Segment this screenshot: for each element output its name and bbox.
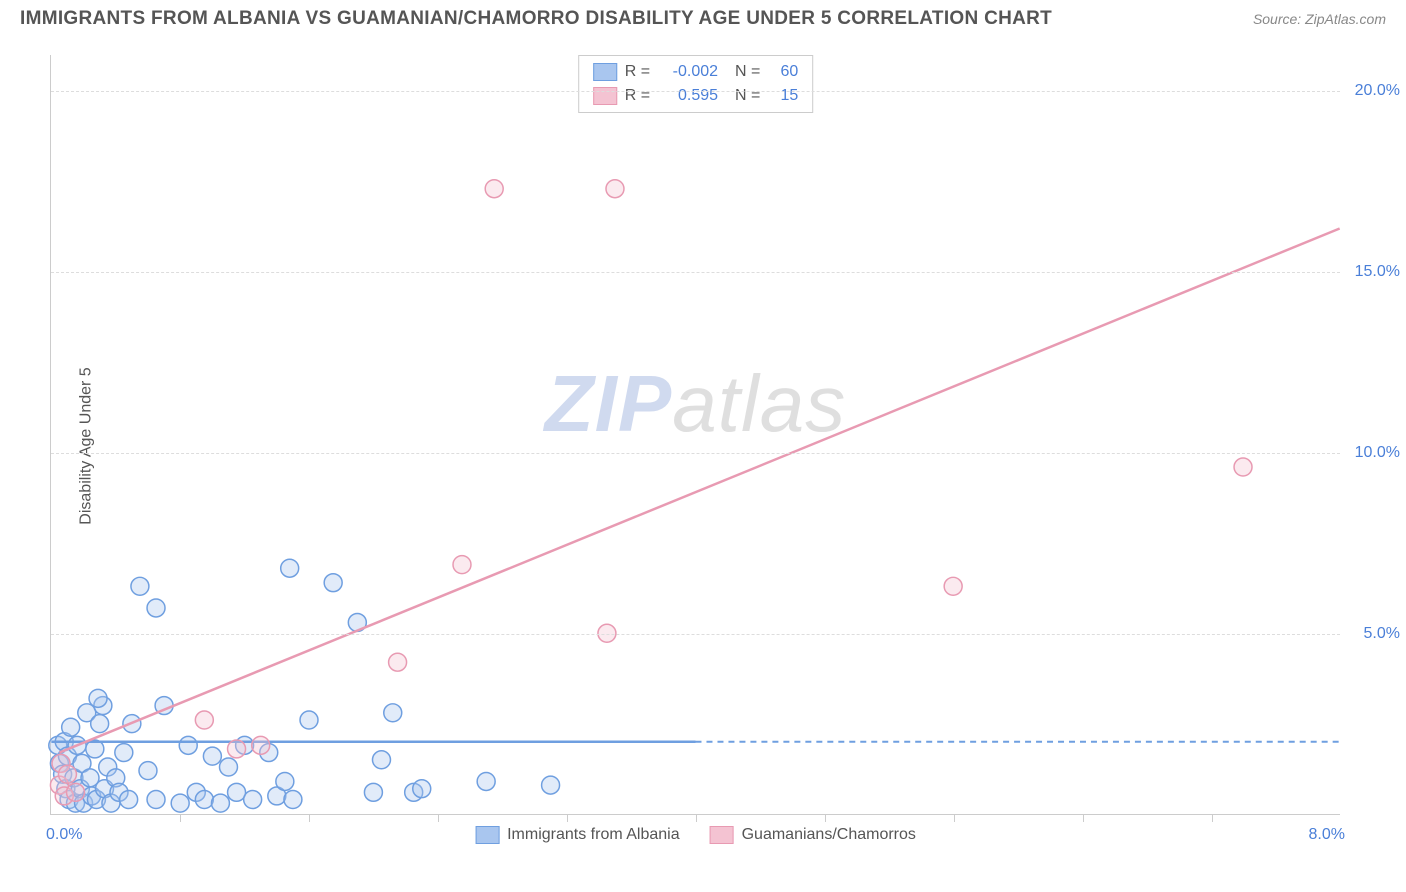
legend-n-label: N = [726,60,760,84]
x-tick [696,814,697,822]
x-tick [1212,814,1213,822]
data-point [453,556,471,574]
series-name-1: Immigrants from Albania [507,826,680,844]
legend-swatch-series1 [593,63,617,81]
data-point [944,577,962,595]
data-point [413,780,431,798]
data-point [384,704,402,722]
series-swatch-2 [710,826,734,844]
legend-row-series1: R = -0.002 N = 60 [593,60,799,84]
x-tick [309,814,310,822]
x-tick [1083,814,1084,822]
data-point [89,689,107,707]
data-point [324,574,342,592]
data-point [606,180,624,198]
data-point [195,791,213,809]
legend-r-label: R = [625,60,650,84]
legend-r-label-2: R = [625,84,650,108]
legend-r-value-1: -0.002 [658,60,718,84]
legend-swatch-series2 [593,87,617,105]
gridline [51,272,1340,273]
gridline [51,91,1340,92]
series-legend-item-2: Guamanians/Chamorros [710,826,916,844]
data-point [542,776,560,794]
data-point [115,744,133,762]
data-point [179,736,197,754]
x-tick [954,814,955,822]
chart-plot-area: ZIPatlas R = -0.002 N = 60 R = 0.595 N =… [50,55,1340,815]
trend-line [59,228,1339,752]
data-point [147,791,165,809]
data-point [1234,458,1252,476]
gridline [51,634,1340,635]
chart-svg [51,55,1340,814]
data-point [281,559,299,577]
legend-n-value-1: 60 [768,60,798,84]
data-point [139,762,157,780]
data-point [203,747,221,765]
legend-row-series2: R = 0.595 N = 15 [593,84,799,108]
data-point [244,791,262,809]
data-point [364,783,382,801]
data-point [58,765,76,783]
data-point [228,783,246,801]
data-point [252,736,270,754]
data-point [485,180,503,198]
gridline [51,453,1340,454]
x-axis-max-label: 8.0% [1309,826,1345,844]
data-point [147,599,165,617]
x-axis-min-label: 0.0% [46,826,82,844]
data-point [195,711,213,729]
data-point [477,772,495,790]
data-point [67,783,85,801]
x-tick [825,814,826,822]
data-point [211,794,229,812]
y-tick-label: 15.0% [1355,263,1400,281]
x-tick [180,814,181,822]
data-point [276,772,294,790]
x-tick [438,814,439,822]
data-point [300,711,318,729]
y-tick-label: 20.0% [1355,82,1400,100]
source-attribution: Source: ZipAtlas.com [1253,11,1386,27]
title-bar: IMMIGRANTS FROM ALBANIA VS GUAMANIAN/CHA… [0,0,1406,34]
data-point [120,791,138,809]
y-tick-label: 5.0% [1364,625,1400,643]
series-legend-item-1: Immigrants from Albania [475,826,680,844]
chart-title: IMMIGRANTS FROM ALBANIA VS GUAMANIAN/CHA… [20,8,1052,30]
legend-n-value-2: 15 [768,84,798,108]
data-point [228,740,246,758]
y-tick-label: 10.0% [1355,444,1400,462]
data-point [91,715,109,733]
legend-r-value-2: 0.595 [658,84,718,108]
data-point [220,758,238,776]
data-point [284,791,302,809]
series-legend: Immigrants from Albania Guamanians/Chamo… [475,826,916,844]
series-swatch-1 [475,826,499,844]
correlation-legend: R = -0.002 N = 60 R = 0.595 N = 15 [578,55,814,113]
data-point [131,577,149,595]
data-point [389,653,407,671]
data-point [372,751,390,769]
series-name-2: Guamanians/Chamorros [742,826,916,844]
data-point [171,794,189,812]
data-point [62,718,80,736]
x-tick [567,814,568,822]
legend-n-label-2: N = [726,84,760,108]
